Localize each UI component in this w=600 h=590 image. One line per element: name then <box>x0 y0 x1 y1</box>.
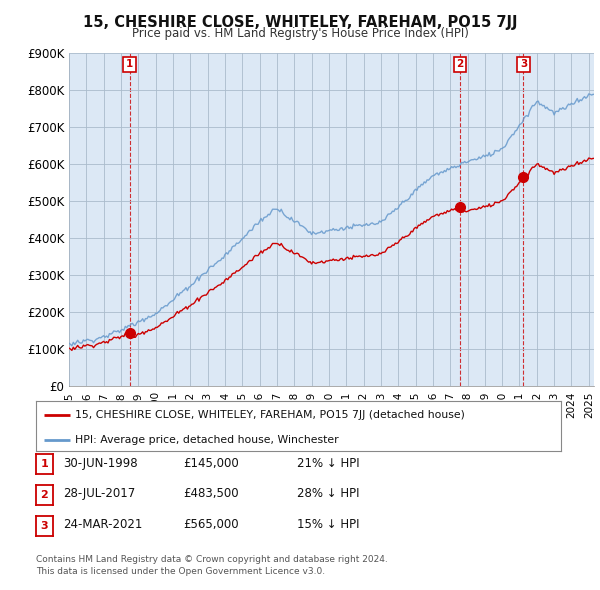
Text: £565,000: £565,000 <box>183 518 239 531</box>
Text: 28% ↓ HPI: 28% ↓ HPI <box>297 487 359 500</box>
Text: 15, CHESHIRE CLOSE, WHITELEY, FAREHAM, PO15 7JJ: 15, CHESHIRE CLOSE, WHITELEY, FAREHAM, P… <box>83 15 517 30</box>
Text: 30-JUN-1998: 30-JUN-1998 <box>63 457 137 470</box>
Text: Price paid vs. HM Land Registry's House Price Index (HPI): Price paid vs. HM Land Registry's House … <box>131 27 469 40</box>
Text: 2: 2 <box>41 490 48 500</box>
Text: 1: 1 <box>126 59 133 69</box>
Text: HPI: Average price, detached house, Winchester: HPI: Average price, detached house, Winc… <box>76 435 339 445</box>
Text: £145,000: £145,000 <box>183 457 239 470</box>
Text: 1: 1 <box>41 460 48 469</box>
Text: 3: 3 <box>520 59 527 69</box>
Text: 24-MAR-2021: 24-MAR-2021 <box>63 518 142 531</box>
Text: 21% ↓ HPI: 21% ↓ HPI <box>297 457 359 470</box>
Text: 2: 2 <box>457 59 464 69</box>
Text: 3: 3 <box>41 521 48 530</box>
Text: £483,500: £483,500 <box>183 487 239 500</box>
Text: 28-JUL-2017: 28-JUL-2017 <box>63 487 135 500</box>
Text: Contains HM Land Registry data © Crown copyright and database right 2024.
This d: Contains HM Land Registry data © Crown c… <box>36 555 388 576</box>
Text: 15, CHESHIRE CLOSE, WHITELEY, FAREHAM, PO15 7JJ (detached house): 15, CHESHIRE CLOSE, WHITELEY, FAREHAM, P… <box>76 409 465 419</box>
Text: 15% ↓ HPI: 15% ↓ HPI <box>297 518 359 531</box>
